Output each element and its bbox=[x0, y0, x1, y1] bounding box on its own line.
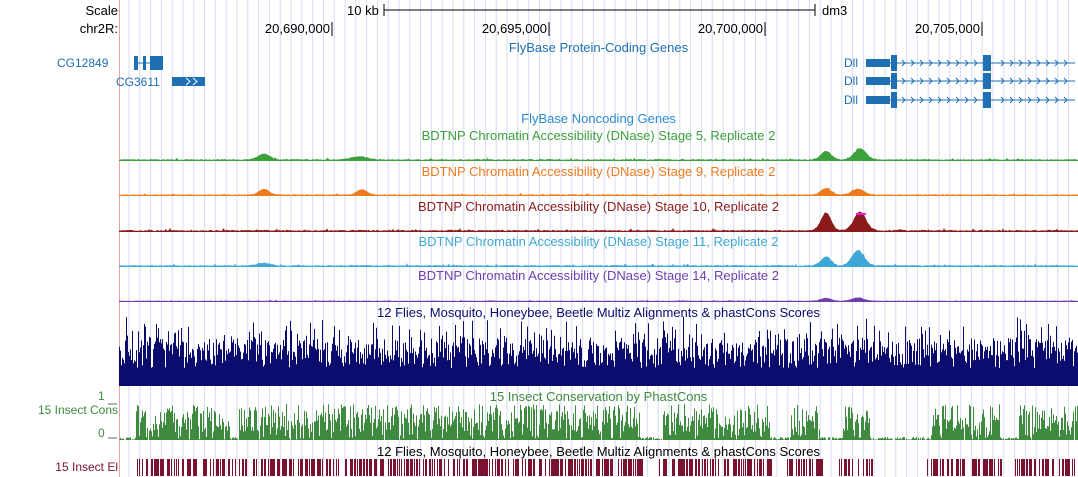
dnase-coverage-signal bbox=[119, 187, 1078, 195]
gene-cg12849-exon bbox=[150, 56, 163, 70]
gene-dll-exon bbox=[983, 92, 991, 108]
position-tick-label: 20,705,000 bbox=[914, 21, 980, 36]
gene-cg12849-exon bbox=[134, 56, 138, 70]
noncoding-track-title[interactable]: FlyBase Noncoding Genes bbox=[521, 111, 676, 126]
multiz-conservation-signal bbox=[119, 316, 1078, 386]
insect-cons-signal bbox=[119, 404, 1078, 440]
scale-bar-label: 10 kb bbox=[347, 3, 379, 18]
gene-label-dll[interactable]: Dll bbox=[844, 56, 858, 70]
scale-label: Scale bbox=[85, 3, 118, 18]
dnase-coverage-signal bbox=[119, 250, 1078, 266]
chrom-label: chr2R: bbox=[79, 21, 118, 36]
dnase-stage11-title[interactable]: BDTNP Chromatin Accessibility (DNase) St… bbox=[418, 234, 779, 249]
dnase-coverage-signal bbox=[119, 148, 1078, 160]
insect-cons-track-title[interactable]: 15 Insect Conservation by PhastCons bbox=[489, 389, 708, 404]
insect-cons-axis-max: 1 bbox=[98, 389, 105, 403]
assembly-label: dm3 bbox=[822, 3, 848, 18]
position-tick-label: 20,700,000 bbox=[697, 21, 763, 36]
gene-dll-exon bbox=[866, 77, 890, 85]
dnase-stage14-title[interactable]: BDTNP Chromatin Accessibility (DNase) St… bbox=[417, 268, 780, 283]
gene-label-dll[interactable]: Dll bbox=[844, 74, 858, 88]
insect-el-track-title[interactable]: 12 Flies, Mosquito, Honeybee, Beetle Mul… bbox=[377, 444, 820, 459]
dnase-coverage-signal bbox=[119, 297, 1078, 301]
strand-arrow-icon bbox=[901, 77, 1068, 85]
position-tick-label: 20,695,000 bbox=[481, 21, 547, 36]
gene-dll-exon bbox=[891, 92, 897, 108]
gene-dll-exon bbox=[866, 96, 890, 104]
gene-dll-exon bbox=[866, 59, 890, 67]
gene-dll-exon bbox=[891, 55, 897, 71]
protein-coding-track-title[interactable]: FlyBase Protein-Coding Genes bbox=[508, 40, 689, 55]
clipping-indicator bbox=[856, 213, 866, 215]
dnase-stage5-title[interactable]: BDTNP Chromatin Accessibility (DNase) St… bbox=[421, 128, 776, 143]
gene-cg12849-exon bbox=[143, 56, 146, 70]
gene-label-cg3611[interactable]: CG3611 bbox=[116, 75, 160, 89]
insect-cons-side-label[interactable]: 15 Insect Cons bbox=[37, 403, 118, 417]
dnase-coverage-signal bbox=[119, 211, 1078, 231]
position-tick-label: 20,690,000 bbox=[264, 21, 330, 36]
gene-dll-exon bbox=[983, 73, 991, 89]
strand-arrow-icon bbox=[901, 59, 1068, 67]
gene-dll-exon bbox=[983, 55, 991, 71]
insect-cons-axis-min: 0 bbox=[98, 426, 105, 440]
dnase-stage9-title[interactable]: BDTNP Chromatin Accessibility (DNase) St… bbox=[421, 164, 776, 179]
insect-elements-signal bbox=[137, 459, 1075, 476]
gene-cg3611-exon bbox=[172, 77, 205, 86]
dnase-stage10-title[interactable]: BDTNP Chromatin Accessibility (DNase) St… bbox=[417, 199, 780, 214]
strand-arrow-icon bbox=[185, 77, 198, 86]
gene-label-cg12849[interactable]: CG12849 bbox=[57, 56, 109, 70]
insect-el-side-label[interactable]: 15 Insect El bbox=[55, 460, 118, 474]
gene-dll-exon bbox=[891, 73, 897, 89]
multiz-track-title[interactable]: 12 Flies, Mosquito, Honeybee, Beetle Mul… bbox=[377, 305, 820, 320]
gene-label-dll[interactable]: Dll bbox=[844, 93, 858, 107]
strand-arrow-icon bbox=[901, 96, 1068, 104]
